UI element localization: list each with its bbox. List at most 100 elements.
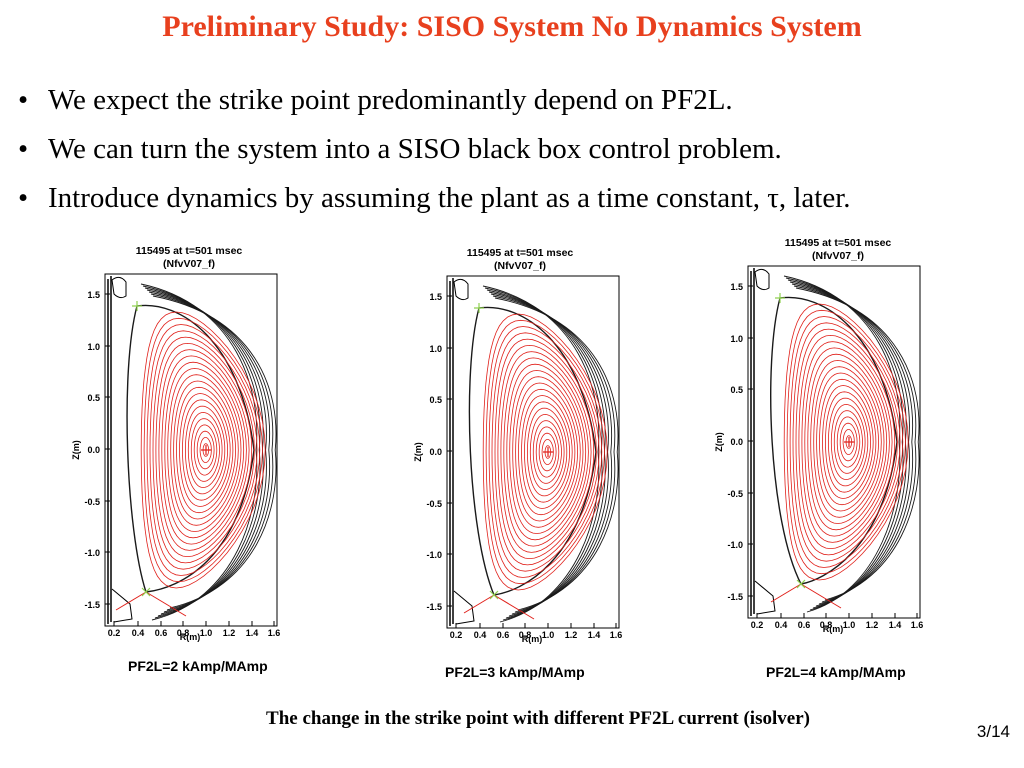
closed-flux-surface [515, 382, 579, 522]
y-tick-label: 1.0 [87, 342, 100, 352]
x-tick-label: 1.6 [268, 628, 281, 638]
plot-svg: 115495 at t=501 msec (NfvV07_f) Z(m) R(m… [714, 237, 924, 634]
bullet-text: Introduce dynamics by assuming the plant… [48, 182, 851, 214]
y-tick-label: -1.0 [426, 550, 442, 560]
x-tick-label: 0.2 [450, 630, 463, 640]
separatrix [126, 304, 255, 593]
closed-flux-surface [538, 432, 557, 472]
equilibrium-plot-pf2l-4: 115495 at t=501 msec (NfvV07_f) Z(m) R(m… [713, 236, 933, 636]
x-tick-label: 1.4 [246, 628, 259, 638]
open-flux-line [793, 285, 917, 603]
y-tick-label: 0.0 [429, 447, 442, 457]
open-flux-line [490, 293, 612, 615]
open-flux-line [785, 277, 904, 611]
panel-caption: PF2L=4 kAmp/MAmp [766, 664, 906, 680]
y-tick-label: 1.5 [730, 282, 743, 292]
y-tick-label: -0.5 [84, 497, 100, 507]
x-tick-label: 0.4 [132, 628, 145, 638]
plot-title-line1: 115495 at t=501 msec [785, 237, 892, 249]
vessel-wall [449, 278, 454, 626]
closed-flux-surface [179, 393, 231, 507]
x-tick-label: 1.4 [588, 630, 601, 640]
equilibrium-plot-pf2l-2: 115495 at t=501 msec (NfvV07_f) Z(m) R(m… [70, 244, 290, 644]
plot-frame [446, 275, 620, 629]
closed-flux-surface [196, 430, 215, 470]
plot-frame [747, 265, 921, 619]
y-tick-label: 0.5 [429, 395, 442, 405]
closed-flux-surface [816, 372, 880, 512]
closed-flux-surface [807, 353, 888, 531]
closed-flux-surface [491, 332, 600, 572]
magnetic-axis-marker [201, 445, 211, 455]
closed-flux-surface [170, 374, 239, 526]
bullet-text: We expect the strike point predominantly… [48, 84, 733, 116]
flux-contour-art [747, 265, 921, 619]
y-tick-label: 0.5 [87, 393, 100, 403]
closed-flux-surface [140, 311, 266, 589]
divertor-plate-lower [111, 588, 133, 623]
closed-flux-surface [500, 351, 592, 553]
closed-flux-surface [485, 319, 605, 585]
bullet-text: We can turn the system into a SISO black… [48, 133, 782, 165]
x-tick-label: 1.6 [610, 630, 623, 640]
separatrix [770, 296, 898, 585]
closed-flux-surface [503, 357, 589, 547]
open-flux-line [795, 287, 920, 601]
vessel-wall [750, 268, 755, 616]
divertor-plate-upper [754, 268, 770, 291]
y-tick-label: 0.0 [730, 437, 743, 447]
closed-flux-surface [819, 378, 877, 506]
closed-flux-surface [152, 336, 255, 564]
closed-flux-surface [810, 360, 885, 524]
bullet-marker: • [18, 84, 29, 116]
x-tick-label: 0.6 [798, 620, 811, 630]
divertor-plate-upper [453, 278, 469, 301]
flux-contour-art [446, 275, 620, 629]
x-tick-label: 1.4 [889, 620, 902, 630]
y-tick-labels: 1.5 1.0 0.5 0.0 -0.5 -1.0 -1.5 [426, 292, 442, 612]
x-tick-label: 0.6 [497, 630, 510, 640]
open-flux-line [484, 287, 603, 621]
closed-flux-surface [804, 347, 890, 537]
bullet-marker: • [18, 182, 29, 214]
divertor-leg [145, 591, 187, 617]
plot-svg: 115495 at t=501 msec (NfvV07_f) Z(m) R(m… [71, 245, 281, 642]
x-tick-labels: 0.2 0.4 0.6 0.8 1.0 1.2 1.4 1.6 [751, 620, 924, 630]
divertor-leg [115, 591, 147, 611]
x-tick-label: 0.8 [820, 620, 833, 630]
x-tick-labels: 0.2 0.4 0.6 0.8 1.0 1.2 1.4 1.6 [108, 628, 281, 638]
y-tick-label: -1.5 [84, 600, 100, 610]
x-tick-label: 0.8 [519, 630, 532, 640]
y-tick-label: -1.0 [84, 548, 100, 558]
y-axis-label: Z(m) [413, 442, 423, 462]
plot-title-line2: (NfvV07_f) [812, 250, 864, 262]
closed-flux-surface [529, 413, 565, 491]
closed-flux-surface [176, 386, 234, 514]
open-flux-line [150, 293, 274, 611]
vessel-wall [107, 276, 112, 624]
y-tick-label: 0.0 [87, 445, 100, 455]
closed-flux-surface [158, 349, 250, 551]
open-flux-line [789, 281, 910, 607]
plot-title-line2: (NfvV07_f) [163, 258, 215, 270]
closed-flux-surface [836, 416, 861, 468]
plot-svg: 115495 at t=501 msec (NfvV07_f) Z(m) R(m… [413, 247, 623, 644]
x-tick-label: 1.0 [200, 628, 213, 638]
closed-flux-surface [187, 411, 223, 489]
x-tick-label: 1.2 [223, 628, 236, 638]
plot-frame [104, 273, 278, 627]
y-tick-label: -0.5 [426, 499, 442, 509]
closed-flux-surface [798, 334, 896, 550]
closed-flux-surface [190, 418, 220, 482]
closed-flux-surface [512, 376, 581, 528]
y-tick-label: 1.0 [429, 344, 442, 354]
closed-flux-surface [827, 397, 869, 487]
slide-title: Preliminary Study: SISO System No Dynami… [162, 10, 862, 43]
upper-x-point-marker [474, 303, 484, 313]
open-flux-line [148, 291, 270, 613]
bullet-item: • We expect the strike point predominantl… [18, 76, 851, 125]
x-axis-label: R(m) [823, 624, 844, 634]
x-tick-label: 0.4 [474, 630, 487, 640]
y-tick-label: -1.5 [426, 602, 442, 612]
magnetic-axis-marker [543, 447, 553, 457]
